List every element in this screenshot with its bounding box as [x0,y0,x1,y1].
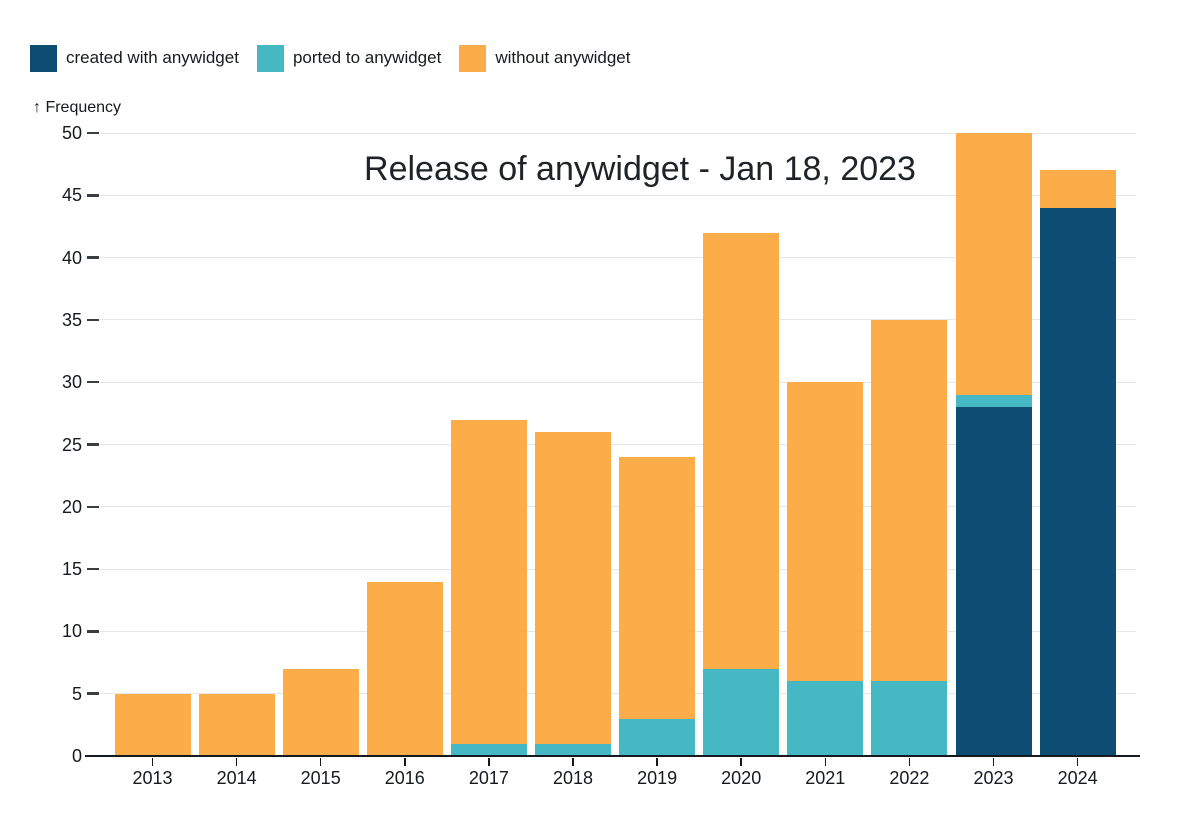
bar-segment-2024-series0 [1039,207,1116,756]
y-tick-label: 10 [61,621,82,642]
gridline [100,630,1136,632]
bar-segment-2013-series2 [114,693,191,756]
legend-label: without anywidget [495,48,631,67]
chart-title: Release of anywidget - Jan 18, 2023 [364,150,916,188]
gridline [100,257,1136,259]
y-tick-label: 50 [61,123,82,143]
y-tick [87,131,99,135]
y-tick-label: 0 [71,746,82,766]
x-tick-label: 2021 [805,768,846,788]
bar-segment-2021-series1 [787,681,864,756]
gridline [100,506,1136,508]
legend-item: ported to anywidget [256,44,442,72]
bar-segment-2019-series1 [619,718,696,756]
x-tick-label: 2024 [1057,768,1098,788]
bar-segment-2023-series0 [955,407,1032,756]
y-tick-label: 25 [61,434,82,455]
gridline [100,132,1136,134]
bar-segment-2024-series2 [1039,170,1116,208]
x-tick-label: 2013 [132,768,173,788]
bar-segment-2022-series2 [871,319,948,682]
gridline [100,381,1136,383]
y-tick [87,567,99,571]
bar-segment-2016-series2 [366,581,443,756]
bar-segment-2017-series1 [450,743,527,756]
x-tick [404,757,406,766]
gridline [100,444,1136,445]
gridline [100,693,1136,695]
gridline [100,194,1136,196]
x-tick [572,757,574,766]
legend-swatch-icon [459,44,487,72]
gridline [100,319,1136,321]
y-tick [87,505,99,509]
x-tick-label: 2016 [384,768,425,788]
bar-segment-2014-series2 [198,693,275,756]
y-tick-label: 40 [61,247,82,268]
x-tick [992,757,995,766]
x-tick-label: 2023 [973,768,1014,788]
legend-item: created with anywidget [30,44,239,72]
x-tick [740,757,742,766]
x-tick [1076,757,1079,766]
x-tick [151,757,154,766]
x-tick-label: 2014 [216,768,257,788]
bar-segment-2022-series1 [871,681,948,756]
bar-segment-2018-series1 [535,743,611,756]
y-tick [87,380,99,384]
bar-segment-2015-series2 [282,668,359,756]
bar-segment-2018-series2 [535,432,611,744]
bar-segment-2023-series2 [955,133,1032,395]
bar-segment-2021-series2 [787,382,864,682]
bar-segment-2020-series2 [703,232,780,669]
legend-swatch-icon [30,44,57,72]
x-tick-label: 2022 [889,768,930,788]
y-tick [87,318,99,322]
bar-segment-2017-series2 [450,419,527,744]
x-tick-label: 2019 [637,768,678,788]
x-axis-line [85,754,1140,757]
y-tick [87,692,99,695]
bar-segment-2019-series2 [619,456,696,719]
chart-legend: created with anywidget ported to anywidge… [30,44,630,72]
gridline [100,568,1136,570]
y-tick-label: 30 [61,372,82,393]
x-tick [824,757,827,766]
y-tick [87,443,99,446]
x-tick-label: 2018 [552,768,594,788]
legend-label: created with anywidget [66,48,239,67]
legend-item: without anywidget [459,44,630,72]
y-tick-label: 15 [61,559,82,580]
y-tick-label: 45 [61,185,82,206]
x-tick-label: 2017 [468,768,509,788]
y-tick [87,630,99,633]
y-tick [87,256,99,259]
y-tick-label: 20 [61,496,82,517]
x-tick-label: 2020 [721,768,762,788]
bar-segment-2020-series1 [703,668,780,756]
x-tick [319,757,322,766]
legend-label: ported to anywidget [292,48,442,67]
legend-swatch-icon [256,44,284,72]
bar-segment-2023-series1 [955,394,1032,408]
x-tick [908,757,911,766]
x-tick [656,757,658,766]
y-tick-label: 35 [61,309,82,330]
x-tick [488,757,490,766]
y-tick [87,194,99,197]
y-tick-label: 5 [71,683,82,704]
x-tick-label: 2015 [300,768,341,788]
x-tick [235,757,238,766]
y-axis-title: ↑ Frequency [33,99,122,116]
